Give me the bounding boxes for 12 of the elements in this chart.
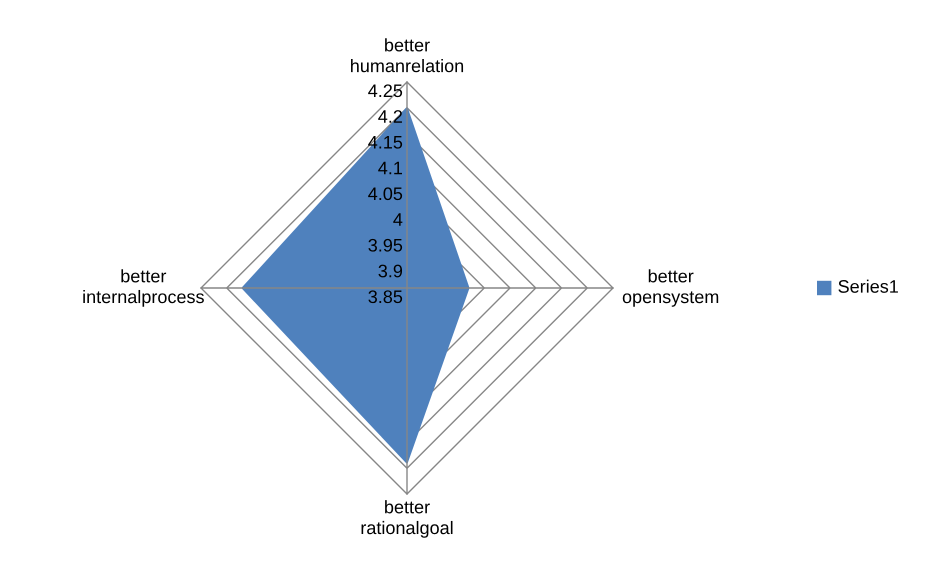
spoke-label: better internalprocess bbox=[83, 269, 204, 307]
spoke-label: better rationalgoal bbox=[362, 500, 452, 538]
y-tick-label: 4 bbox=[393, 213, 402, 226]
y-tick-label: 4.05 bbox=[368, 187, 402, 200]
y-tick-label: 4.1 bbox=[378, 162, 402, 174]
spoke-label: better opensystem bbox=[622, 269, 718, 307]
y-tick-label: 3.95 bbox=[368, 238, 402, 252]
y-tick-label: 4.25 bbox=[368, 84, 402, 98]
legend-label: Series1 bbox=[838, 280, 898, 293]
y-tick-label: 3.85 bbox=[368, 290, 402, 304]
spoke-label: better humanrelation bbox=[351, 38, 464, 72]
y-tick-label: 3.9 bbox=[378, 264, 402, 278]
